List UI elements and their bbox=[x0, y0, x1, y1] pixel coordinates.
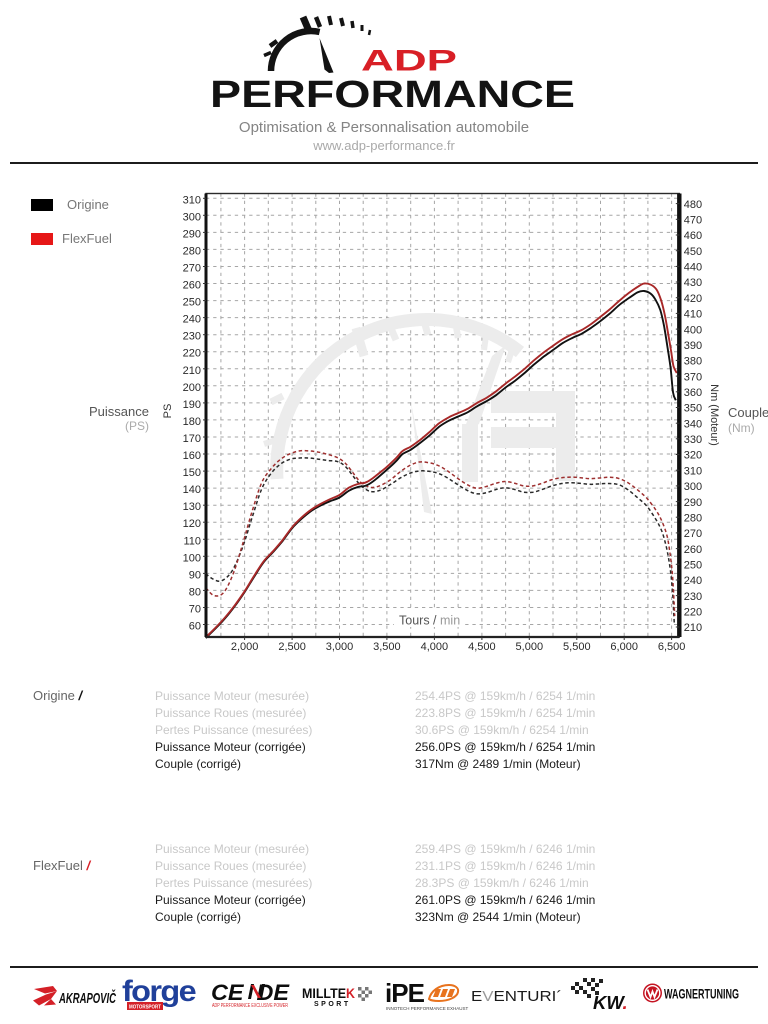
svg-text:90: 90 bbox=[189, 569, 201, 581]
svg-text:470: 470 bbox=[684, 215, 702, 227]
svg-text:AKRAPOVIČ: AKRAPOVIČ bbox=[58, 989, 116, 1007]
svg-text:Tours / min: Tours / min bbox=[399, 614, 460, 628]
svg-text:300: 300 bbox=[183, 211, 201, 223]
svg-text:440: 440 bbox=[684, 262, 702, 274]
svg-text:160: 160 bbox=[183, 450, 201, 462]
svg-text:2,500: 2,500 bbox=[278, 641, 306, 653]
svg-text:250: 250 bbox=[183, 297, 201, 309]
svg-text:140: 140 bbox=[183, 484, 201, 496]
svg-text:400: 400 bbox=[684, 324, 702, 336]
svg-text:350: 350 bbox=[684, 403, 702, 415]
svg-text:390: 390 bbox=[684, 340, 702, 352]
svg-text:270: 270 bbox=[183, 263, 201, 275]
svg-text:(PS): (PS) bbox=[125, 419, 149, 433]
svg-text:270: 270 bbox=[684, 528, 702, 540]
svg-text:240: 240 bbox=[684, 575, 702, 587]
svg-text:KW.: KW. bbox=[593, 992, 628, 1013]
svg-text:410: 410 bbox=[684, 309, 702, 321]
svg-text:340: 340 bbox=[684, 418, 702, 430]
svg-text:230: 230 bbox=[684, 591, 702, 603]
svg-text:Origine: Origine bbox=[67, 197, 109, 212]
svg-text:200: 200 bbox=[183, 382, 201, 394]
svg-text:250: 250 bbox=[684, 560, 702, 572]
svg-text:(Nm): (Nm) bbox=[728, 421, 755, 435]
svg-text:110: 110 bbox=[183, 535, 201, 547]
svg-text:300: 300 bbox=[684, 481, 702, 493]
svg-text:420: 420 bbox=[684, 293, 702, 305]
svg-text:Puissance: Puissance bbox=[89, 404, 149, 419]
svg-text:310: 310 bbox=[183, 194, 201, 206]
svg-text:120: 120 bbox=[183, 518, 201, 530]
svg-text:SPORT: SPORT bbox=[314, 1001, 351, 1008]
svg-text:220: 220 bbox=[684, 607, 702, 619]
svg-text:3,000: 3,000 bbox=[326, 641, 354, 653]
svg-text:260: 260 bbox=[684, 544, 702, 556]
svg-text:MOTORSPORT: MOTORSPORT bbox=[129, 1005, 162, 1011]
svg-text:ADP: ADP bbox=[361, 45, 457, 78]
svg-text:70: 70 bbox=[189, 604, 201, 616]
svg-text:190: 190 bbox=[183, 399, 201, 411]
svg-text:450: 450 bbox=[684, 246, 702, 258]
svg-text:310: 310 bbox=[684, 465, 702, 477]
svg-text:3,500: 3,500 bbox=[373, 641, 401, 653]
svg-text:280: 280 bbox=[183, 245, 201, 257]
svg-text:WAGNERTUNING: WAGNERTUNING bbox=[664, 986, 739, 1002]
svg-text:4,000: 4,000 bbox=[421, 641, 449, 653]
svg-text:210: 210 bbox=[183, 365, 201, 377]
svg-text:80: 80 bbox=[189, 586, 201, 598]
svg-text:210: 210 bbox=[684, 622, 702, 634]
svg-text:MILLTEK: MILLTEK bbox=[302, 985, 355, 1001]
svg-text:240: 240 bbox=[183, 314, 201, 326]
svg-text:6,000: 6,000 bbox=[610, 641, 638, 653]
svg-text:290: 290 bbox=[684, 497, 702, 509]
svg-text:220: 220 bbox=[183, 348, 201, 360]
svg-text:320: 320 bbox=[684, 450, 702, 462]
svg-text:150: 150 bbox=[183, 467, 201, 479]
svg-text:Couple: Couple bbox=[728, 405, 768, 420]
svg-text:290: 290 bbox=[183, 228, 201, 240]
svg-text:480: 480 bbox=[684, 199, 702, 211]
svg-text:430: 430 bbox=[684, 277, 702, 289]
svg-text:INNOTECH PERFORMANCE EXHAUST: INNOTECH PERFORMANCE EXHAUST bbox=[386, 1006, 469, 1011]
svg-text:180: 180 bbox=[183, 416, 201, 428]
svg-text:460: 460 bbox=[684, 230, 702, 242]
svg-text:ADP PERFORMANCE EXCLUSIVE POWE: ADP PERFORMANCE EXCLUSIVE POWER bbox=[212, 1003, 288, 1009]
svg-text:Nm (Moteur): Nm (Moteur) bbox=[708, 384, 720, 446]
svg-text:PS: PS bbox=[162, 404, 174, 419]
svg-text:280: 280 bbox=[684, 512, 702, 524]
svg-text:4,500: 4,500 bbox=[468, 641, 496, 653]
svg-text:360: 360 bbox=[684, 387, 702, 399]
svg-text:FlexFuel: FlexFuel bbox=[62, 231, 112, 246]
svg-text:230: 230 bbox=[183, 331, 201, 343]
svg-text:170: 170 bbox=[183, 433, 201, 445]
svg-text:260: 260 bbox=[183, 280, 201, 292]
svg-text:6,500: 6,500 bbox=[658, 641, 686, 653]
svg-text:5,500: 5,500 bbox=[563, 641, 591, 653]
svg-text:100: 100 bbox=[183, 552, 201, 564]
svg-text:130: 130 bbox=[183, 501, 201, 513]
svg-text:2,000: 2,000 bbox=[231, 641, 259, 653]
svg-text:5,000: 5,000 bbox=[516, 641, 544, 653]
svg-text:EVENTURI´: EVENTURI´ bbox=[471, 988, 562, 1005]
svg-text:60: 60 bbox=[189, 621, 201, 633]
svg-text:iPE: iPE bbox=[385, 978, 425, 1008]
svg-text:370: 370 bbox=[684, 371, 702, 383]
svg-text:PERFORMANCE: PERFORMANCE bbox=[210, 74, 575, 115]
svg-text:380: 380 bbox=[684, 356, 702, 368]
svg-text:330: 330 bbox=[684, 434, 702, 446]
